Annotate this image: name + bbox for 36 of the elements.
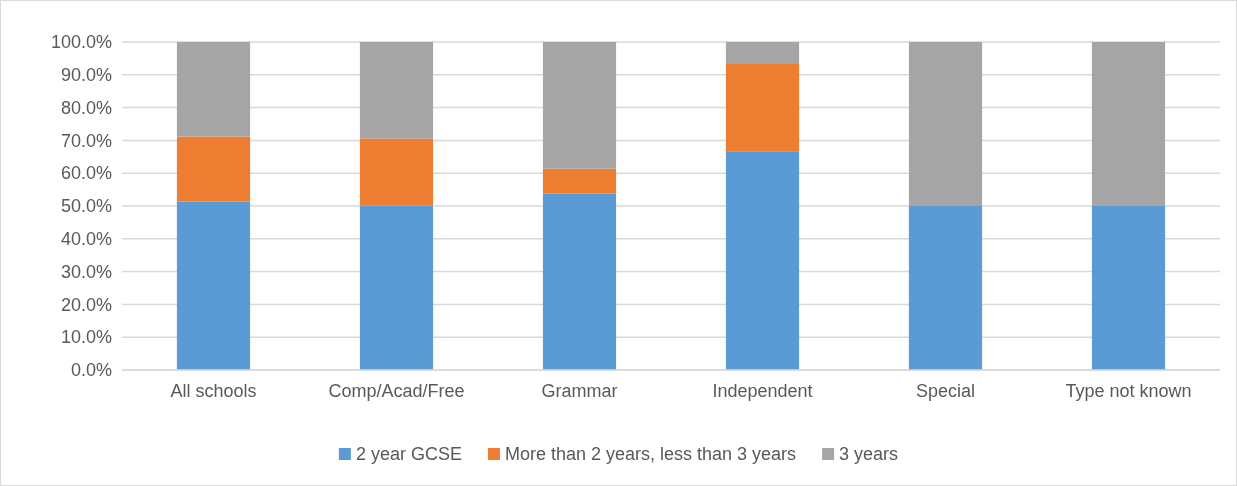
y-tick-label: 100.0%: [50, 32, 112, 53]
y-tick-label: 30.0%: [60, 261, 112, 282]
legend-label: More than 2 years, less than 3 years: [504, 444, 797, 464]
legend-label: 2 year GCSE: [355, 444, 462, 464]
x-tick-label: Comp/Acad/Free: [328, 380, 465, 401]
x-tick-label: Type not known: [1065, 380, 1192, 401]
x-tick-label: Special: [915, 380, 976, 401]
y-tick-label: 20.0%: [60, 294, 112, 315]
bar: [542, 168, 617, 194]
y-tick-label: 60.0%: [60, 163, 112, 184]
x-tick-label: Grammar: [541, 380, 618, 401]
y-tick-label: 70.0%: [60, 130, 112, 151]
y-tick-label: 40.0%: [60, 229, 112, 250]
bar: [908, 42, 983, 206]
bar: [725, 151, 800, 370]
y-tick-label: 80.0%: [60, 97, 112, 118]
bar: [725, 42, 800, 64]
bar: [359, 138, 434, 206]
y-tick-label: 50.0%: [60, 196, 112, 217]
bar: [176, 42, 251, 137]
x-tick-label: All schools: [170, 380, 257, 401]
bar: [359, 42, 434, 139]
bar: [359, 205, 434, 370]
bar: [542, 193, 617, 370]
bar: [176, 201, 251, 370]
bar: [542, 42, 617, 169]
bar: [1091, 42, 1166, 206]
y-tick-label: 90.0%: [60, 65, 112, 86]
bar: [176, 136, 251, 202]
y-tick-label: 0.0%: [70, 360, 112, 381]
bar: [908, 206, 983, 370]
x-tick-label: Independent: [712, 380, 813, 401]
y-tick-label: 10.0%: [60, 327, 112, 348]
legend-label: 3 years: [839, 444, 899, 464]
bar: [725, 63, 800, 152]
bar: [1091, 206, 1166, 370]
